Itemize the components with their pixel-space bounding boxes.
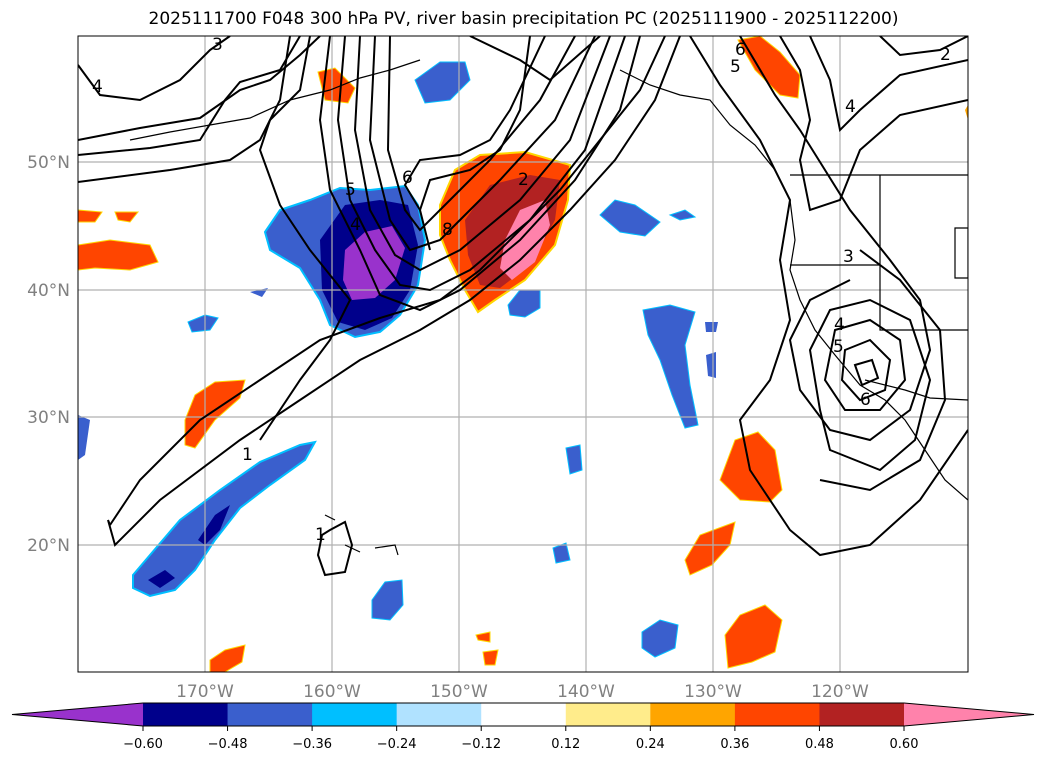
colorbar-segment: [227, 703, 313, 726]
colorbar-segment: [396, 703, 482, 726]
colorbar-tick-label: 0.36: [720, 737, 749, 752]
svg-text:3: 3: [843, 247, 854, 267]
svg-text:4: 4: [92, 77, 103, 97]
svg-text:150°W: 150°W: [430, 682, 488, 702]
svg-text:5: 5: [345, 180, 356, 200]
colorbar-tick-label: −0.24: [377, 737, 417, 752]
svg-text:20°N: 20°N: [27, 536, 70, 556]
colorbar-tick-label: 0.48: [805, 737, 834, 752]
colorbar-tick-label: 0.12: [551, 737, 580, 752]
svg-text:2: 2: [940, 45, 951, 65]
svg-text:1: 1: [315, 525, 326, 545]
map-plot-area: 3 4 1 1 5 4 6 8 2 6 5 4 2 3 4 5 6: [78, 35, 968, 672]
svg-text:30°N: 30°N: [27, 408, 70, 428]
colorbar-segment: [312, 703, 398, 726]
svg-text:50°N: 50°N: [27, 153, 70, 173]
colorbar-tick-label: −0.60: [123, 737, 163, 752]
svg-text:170°W: 170°W: [176, 682, 234, 702]
colorbar-segment: [734, 703, 820, 726]
colorbar-tick-label: −0.36: [292, 737, 332, 752]
svg-text:3: 3: [212, 35, 223, 55]
colorbar-segment: [481, 703, 567, 726]
latitude-labels: 50°N 40°N 30°N 20°N: [27, 153, 70, 556]
svg-text:6: 6: [860, 390, 871, 410]
svg-text:4: 4: [350, 215, 361, 235]
svg-text:8: 8: [442, 220, 453, 240]
colorbar: −0.60 −0.48 −0.36 −0.24 −0.12 0.12 0.24 0.36 0.4…: [11, 702, 1035, 752]
svg-text:160°W: 160°W: [303, 682, 361, 702]
colorbar-tick-label: 0.60: [890, 737, 919, 752]
svg-text:40°N: 40°N: [27, 281, 70, 301]
colorbar-segment: [143, 703, 229, 726]
precip-pc-shading: [78, 36, 968, 672]
svg-text:5: 5: [730, 57, 741, 77]
svg-text:140°W: 140°W: [557, 682, 615, 702]
longitude-labels: 170°W 160°W 150°W 140°W 130°W 120°W: [176, 682, 869, 702]
map-title: 2025111700 F048 300 hPa PV, river basin …: [148, 9, 899, 29]
colorbar-segment: [819, 703, 905, 726]
colorbar-tick-label: −0.48: [208, 737, 248, 752]
svg-text:120°W: 120°W: [811, 682, 869, 702]
colorbar-segment: [650, 703, 736, 726]
colorbar-extend-low: [12, 703, 143, 726]
contour-labels: 3 4 1 1 5 4 6 8 2 6 5 4 2 3 4 5 6: [92, 35, 951, 545]
colorbar-extend-high: [904, 703, 1034, 726]
svg-text:2: 2: [518, 170, 529, 190]
svg-text:1: 1: [242, 445, 253, 465]
colorbar-tick-label: 0.24: [636, 737, 665, 752]
svg-text:4: 4: [834, 315, 845, 335]
svg-text:4: 4: [845, 97, 856, 117]
colorbar-tick-label: −0.12: [461, 737, 501, 752]
colorbar-segment: [565, 703, 651, 726]
svg-text:6: 6: [402, 168, 413, 188]
svg-text:130°W: 130°W: [684, 682, 742, 702]
svg-text:5: 5: [833, 337, 844, 357]
pv-contours: [78, 36, 968, 577]
svg-text:6: 6: [735, 40, 746, 60]
map-frame: [77, 35, 969, 673]
